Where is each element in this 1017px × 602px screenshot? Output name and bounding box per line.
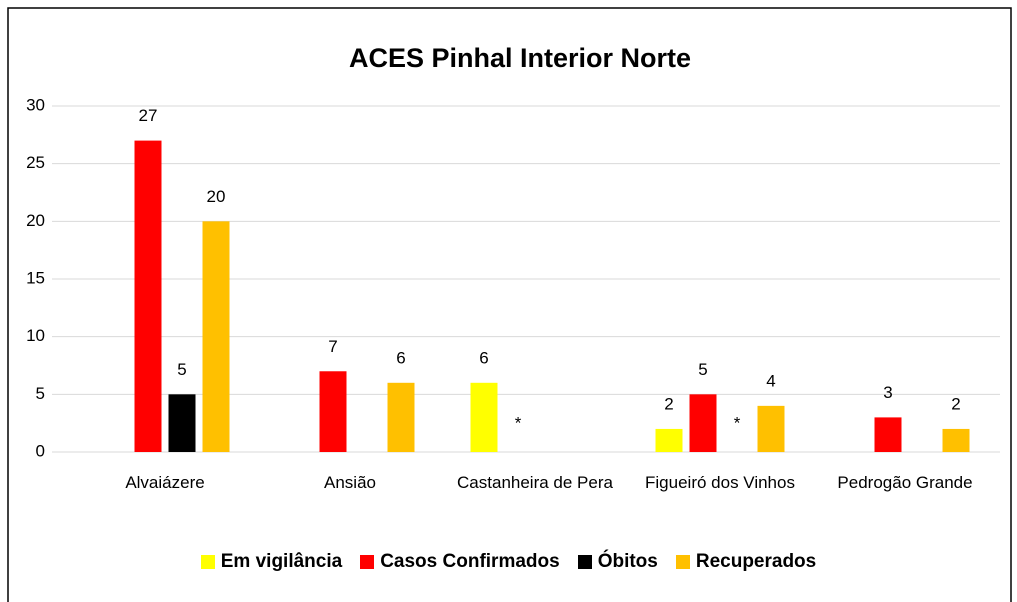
x-tick-label: Castanheira de Pera xyxy=(457,473,613,492)
legend-item: Recuperados xyxy=(675,551,817,573)
data-label: 2 xyxy=(664,394,673,413)
y-tick-label: 30 xyxy=(26,95,45,114)
bar xyxy=(387,382,415,452)
legend-item: Em vigilância xyxy=(200,551,343,573)
x-tick-label: Ansião xyxy=(324,473,376,492)
chart-border xyxy=(7,7,1012,602)
bar xyxy=(470,382,498,452)
chart-title: ACES Pinhal Interior Norte xyxy=(349,43,691,73)
data-label: 5 xyxy=(177,360,186,379)
bar xyxy=(134,140,162,452)
y-tick-label: 25 xyxy=(26,153,45,172)
bar xyxy=(757,405,785,452)
legend-label: Em vigilância xyxy=(220,551,343,572)
bar xyxy=(319,371,347,452)
annotation: * xyxy=(734,413,741,432)
data-label: 6 xyxy=(479,348,488,367)
bar xyxy=(168,394,196,452)
data-label: 4 xyxy=(766,371,775,390)
y-tick-label: 15 xyxy=(26,268,45,287)
y-tick-label: 10 xyxy=(26,326,45,345)
data-label: 2 xyxy=(951,394,960,413)
y-tick-label: 20 xyxy=(26,211,45,230)
y-tick-label: 5 xyxy=(36,384,45,403)
data-label: 6 xyxy=(396,348,405,367)
x-tick-label: Alvaiázere xyxy=(125,473,205,492)
annotation: * xyxy=(515,413,522,432)
bar xyxy=(655,428,683,452)
legend-swatch xyxy=(577,555,592,569)
legend-swatch xyxy=(675,555,690,569)
data-label: 3 xyxy=(883,383,892,402)
x-tick-label: Figueiró dos Vinhos xyxy=(645,473,795,492)
legend-item: Casos Confirmados xyxy=(360,551,560,573)
legend-label: Recuperados xyxy=(695,551,817,572)
data-label: 5 xyxy=(698,360,707,379)
bar xyxy=(689,394,717,452)
data-label: 7 xyxy=(328,337,337,356)
legend-swatch xyxy=(360,555,375,569)
bar xyxy=(942,428,970,452)
legend-swatch xyxy=(200,555,215,569)
bar xyxy=(202,221,230,452)
legend-item: Óbitos xyxy=(577,551,658,573)
legend: Em vigilância Casos Confirmados Óbitos Recu… xyxy=(0,551,1017,573)
x-tick-label: Pedrogão Grande xyxy=(837,473,973,492)
legend-label: Óbitos xyxy=(597,551,658,572)
legend-label: Casos Confirmados xyxy=(380,551,560,572)
data-label: 20 xyxy=(207,187,226,206)
y-tick-label: 0 xyxy=(36,441,45,460)
data-label: 27 xyxy=(139,106,158,125)
bar xyxy=(874,417,902,452)
